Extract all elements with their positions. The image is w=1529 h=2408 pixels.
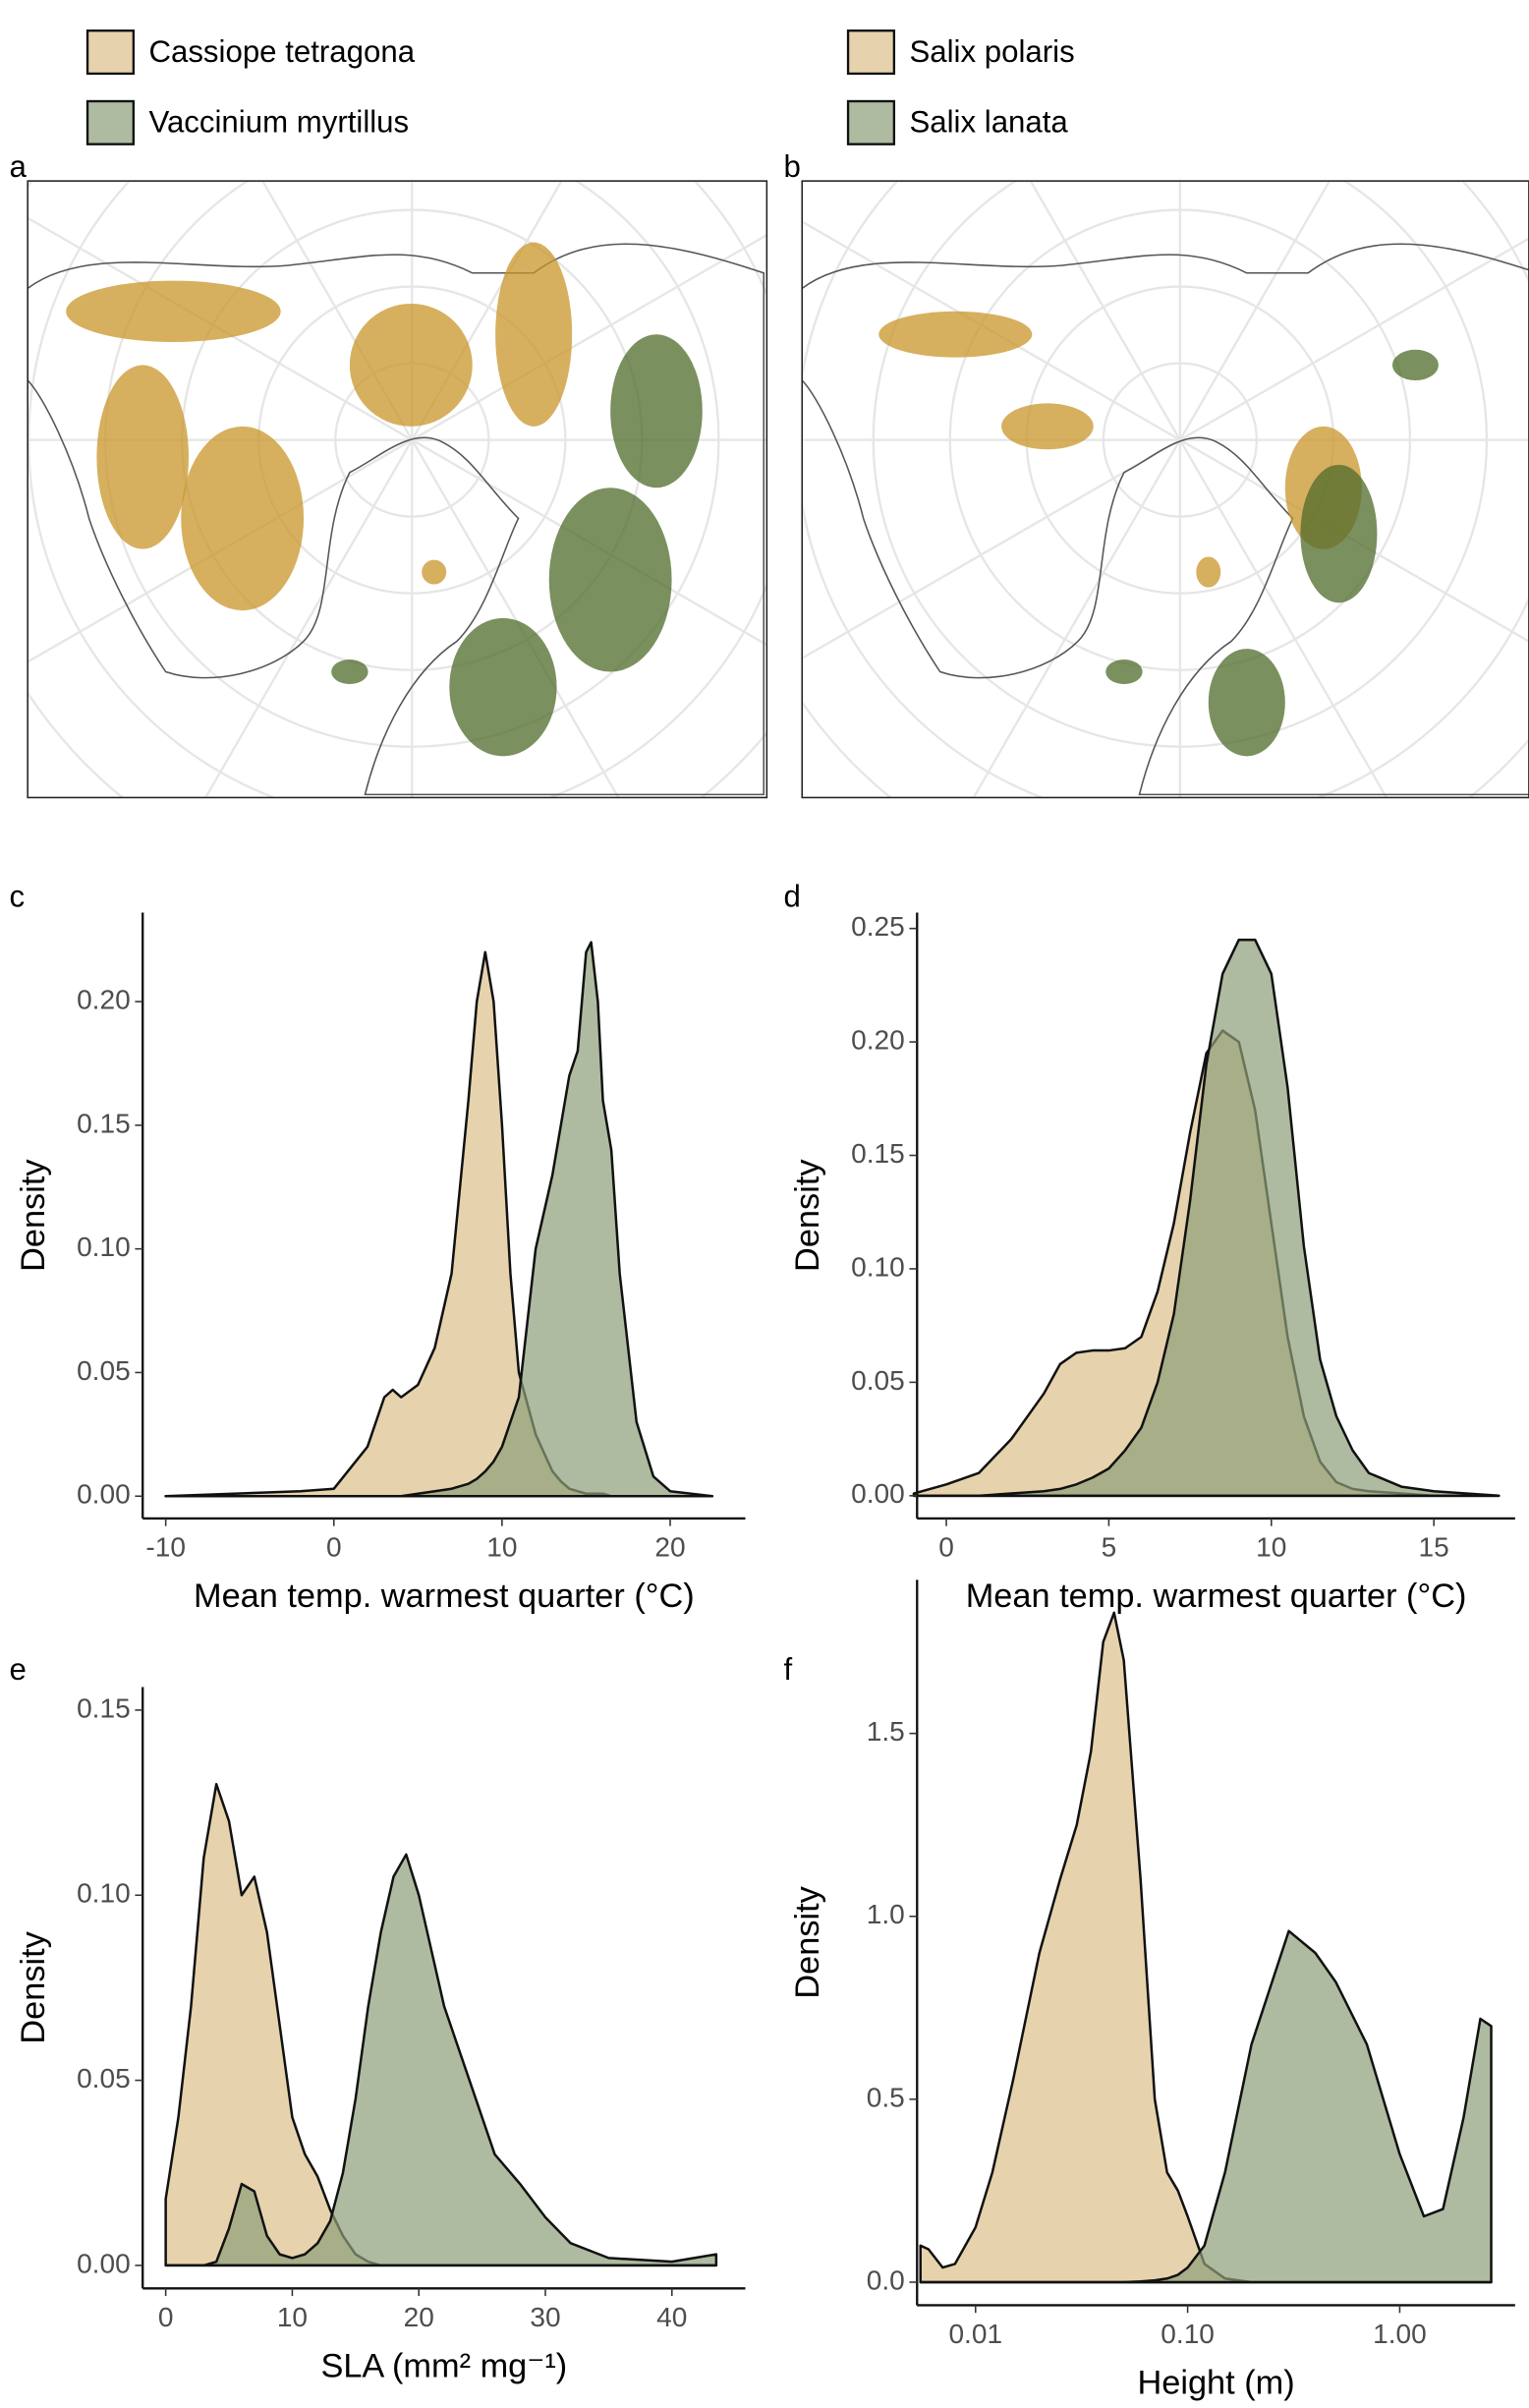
panel-label: a — [9, 149, 27, 184]
x-tick-label: 10 — [486, 1532, 517, 1563]
panel-label: c — [9, 880, 25, 914]
legend-swatch — [846, 99, 896, 145]
occurrence-cluster — [1196, 556, 1221, 588]
y-tick-label: 0.15 — [77, 1692, 131, 1723]
y-tick-label: 0.15 — [77, 1108, 131, 1138]
x-tick-label: 20 — [654, 1532, 685, 1563]
panel-label: d — [784, 880, 801, 914]
y-tick-label: 0.00 — [851, 1478, 905, 1509]
legend-label: Salix lanata — [909, 105, 1068, 140]
y-axis-label: Density — [15, 1930, 52, 2043]
occurrence-cluster — [1208, 649, 1285, 757]
x-tick-label: 0 — [326, 1532, 342, 1563]
occurrence-cluster — [422, 559, 447, 585]
x-tick-label: 10 — [277, 2302, 308, 2332]
x-tick-label: 15 — [1419, 1532, 1449, 1563]
x-tick-label: 0.10 — [1161, 2319, 1215, 2349]
occurrence-cluster — [449, 617, 557, 757]
x-tick-label: 0.01 — [948, 2319, 1002, 2349]
land-outline — [28, 243, 765, 796]
occurrence-cluster — [96, 365, 190, 549]
legend-swatch — [85, 29, 136, 76]
occurrence-cluster — [548, 487, 672, 672]
map-frame — [27, 180, 768, 799]
occurrence-cluster — [878, 311, 1033, 358]
x-tick-label: 0 — [938, 1532, 954, 1563]
y-tick-label: 0.0 — [867, 2265, 905, 2295]
occurrence-cluster — [181, 426, 305, 611]
occurrence-cluster — [495, 242, 573, 427]
panel-label: e — [9, 1652, 26, 1687]
y-tick-label: 1.0 — [867, 1899, 905, 1929]
map-content — [802, 181, 1529, 798]
legend-label: Salix polaris — [909, 34, 1074, 69]
x-axis-label: Height (m) — [1137, 2365, 1294, 2402]
y-tick-label: 0.10 — [851, 1251, 905, 1282]
y-tick-label: 0.25 — [851, 911, 905, 942]
density-area — [919, 1929, 1493, 2284]
legend-label: Cassiope tetragona — [148, 34, 415, 69]
y-tick-label: 0.05 — [851, 1365, 905, 1396]
legend-swatch — [85, 99, 136, 145]
density-area — [912, 938, 1501, 1498]
occurrence-cluster — [1105, 659, 1143, 684]
x-tick-label: -10 — [145, 1532, 186, 1563]
y-tick-label: 0.05 — [77, 1355, 131, 1386]
y-axis-label: Density — [15, 1159, 52, 1272]
map-bg — [802, 181, 1529, 798]
y-tick-label: 0.10 — [77, 1878, 131, 1909]
x-tick-label: 0 — [158, 2302, 174, 2332]
x-tick-label: 5 — [1102, 1532, 1117, 1563]
y-tick-label: 1.5 — [867, 1716, 905, 1747]
x-axis-label: Mean temp. warmest quarter (°C) — [194, 1577, 695, 1615]
occurrence-cluster — [66, 280, 281, 342]
occurrence-cluster — [1001, 403, 1094, 450]
density-area — [164, 941, 714, 1498]
y-tick-label: 0.20 — [851, 1025, 905, 1056]
y-tick-label: 0.10 — [77, 1232, 131, 1262]
meridian — [802, 237, 1529, 660]
occurrence-cluster — [1300, 464, 1378, 603]
y-tick-label: 0.00 — [77, 1479, 131, 1510]
x-tick-label: 20 — [404, 2302, 434, 2332]
y-tick-label: 0.00 — [77, 2248, 131, 2278]
legend-swatch — [846, 29, 896, 76]
y-tick-label: 0.20 — [77, 984, 131, 1014]
y-tick-label: 0.5 — [867, 2082, 905, 2112]
x-axis-label: Mean temp. warmest quarter (°C) — [966, 1577, 1467, 1615]
panel-label: b — [784, 149, 801, 184]
x-tick-label: 30 — [530, 2302, 560, 2332]
x-axis-label: SLA (mm² mg⁻¹) — [320, 2347, 567, 2384]
legend-label: Vaccinium myrtillus — [148, 105, 409, 140]
occurrence-cluster — [331, 659, 368, 684]
y-tick-label: 0.05 — [77, 2063, 131, 2093]
x-tick-label: 40 — [656, 2302, 687, 2332]
y-tick-label: 0.15 — [851, 1138, 905, 1169]
occurrence-cluster — [610, 334, 703, 488]
occurrence-cluster — [1392, 349, 1439, 381]
x-tick-label: 10 — [1256, 1532, 1286, 1563]
map-content — [28, 181, 767, 798]
y-axis-label: Density — [789, 1885, 826, 1998]
x-tick-label: 1.00 — [1373, 2319, 1427, 2349]
y-axis-label: Density — [789, 1159, 826, 1272]
panel-label: f — [784, 1652, 793, 1687]
density-area — [164, 1853, 718, 2267]
occurrence-cluster — [349, 303, 473, 427]
